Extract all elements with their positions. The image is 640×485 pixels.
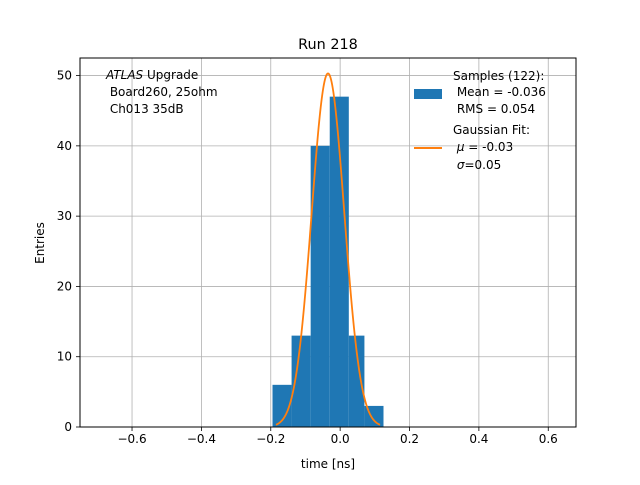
legend-fit-line-2: μ = -0.03 (453, 140, 513, 154)
sigma-value: =0.05 (464, 158, 501, 172)
y-axis-ticks: 0 10 20 30 40 50 (57, 69, 80, 434)
annotation-line-2: Board260, 25ohm (106, 85, 218, 99)
y-tick-label: 0 (64, 420, 72, 434)
y-tick-label: 40 (57, 139, 72, 153)
histogram-bars (272, 96, 384, 428)
legend-fit-line-1: Gaussian Fit: (453, 123, 530, 137)
x-axis-ticks: −0.6 −0.4 −0.2 0.0 0.2 0.4 0.6 (117, 427, 558, 446)
x-tick-label: −0.2 (256, 432, 285, 446)
x-tick-label: −0.6 (117, 432, 146, 446)
mu-value: = -0.03 (464, 140, 513, 154)
x-tick-label: 0.2 (400, 432, 419, 446)
atlas-word: ATLAS (105, 68, 144, 82)
y-tick-label: 20 (57, 279, 72, 293)
histogram-bar (348, 335, 365, 427)
y-axis-label: Entries (33, 222, 47, 264)
legend-samples-swatch (414, 89, 442, 99)
sigma-symbol: σ (457, 158, 465, 172)
y-tick-label: 10 (57, 350, 72, 364)
atlas-annotation: ATLAS Upgrade Board260, 25ohm Ch013 35dB (105, 68, 218, 116)
legend-samples-line-3: RMS = 0.054 (453, 102, 535, 116)
y-tick-label: 30 (57, 209, 72, 223)
mu-symbol: μ (456, 140, 465, 154)
annotation-line-3: Ch013 35dB (106, 102, 184, 116)
histogram-bar (272, 384, 292, 427)
legend-fit-line-3: σ=0.05 (453, 158, 501, 172)
x-tick-label: −0.4 (187, 432, 216, 446)
x-tick-label: 0.6 (539, 432, 558, 446)
x-tick-label: 0.0 (331, 432, 350, 446)
histogram-bar (291, 335, 311, 427)
y-tick-label: 50 (57, 69, 72, 83)
annotation-line-1: ATLAS Upgrade (105, 68, 198, 82)
x-axis-label: time [ns] (301, 457, 355, 471)
histogram-bar (329, 96, 349, 428)
chart-title: Run 218 (298, 37, 358, 53)
histogram-bar (310, 145, 330, 427)
plot-frame (79, 57, 577, 428)
legend-samples-line-2: Mean = -0.036 (453, 85, 546, 99)
annotation-line-1-rest: Upgrade (143, 68, 198, 82)
x-tick-label: 0.4 (469, 432, 488, 446)
gaussian-fit-curve (275, 72, 381, 426)
legend-samples-line-1: Samples (122): (453, 69, 544, 83)
legend: Samples (122): Mean = -0.036 RMS = 0.054… (414, 69, 546, 172)
